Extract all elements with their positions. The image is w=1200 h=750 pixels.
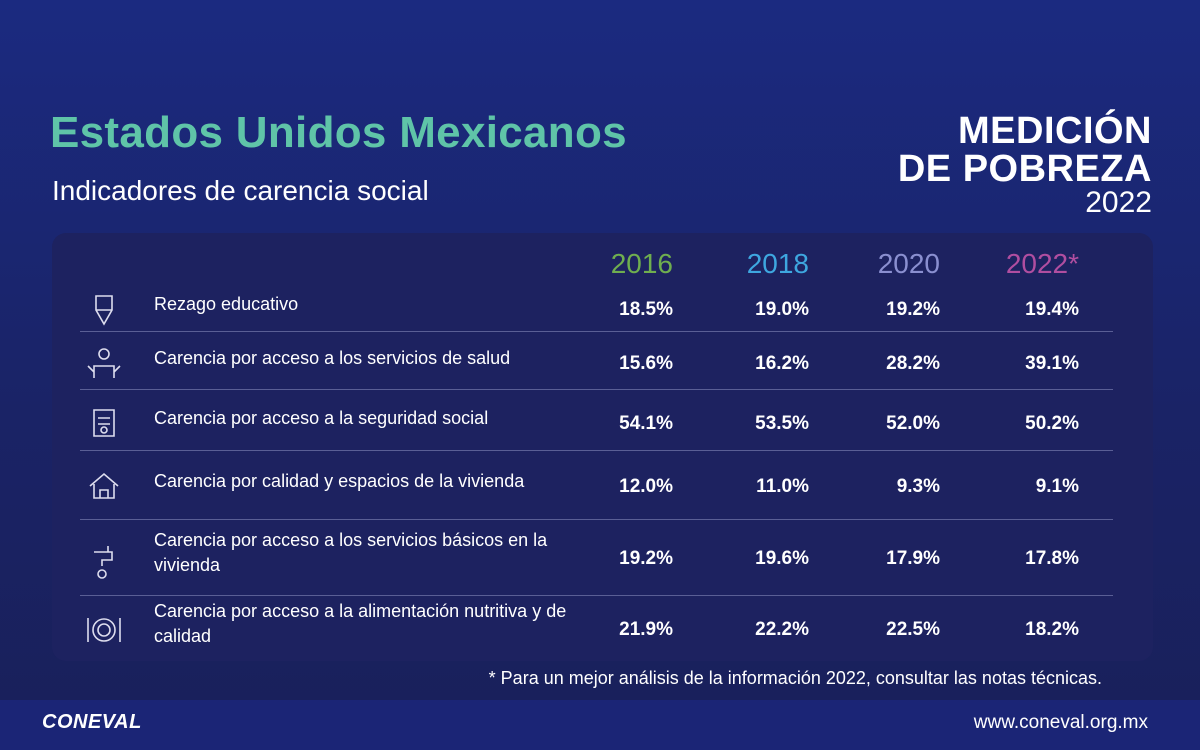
cell-value: 17.8% <box>1025 548 1079 569</box>
column-header: 2018 <box>746 248 809 279</box>
cell-value: 18.2% <box>1025 619 1079 640</box>
column-header: 2016 <box>610 248 673 279</box>
cell-value: 50.2% <box>1025 413 1079 434</box>
column-header: 2020 <box>877 248 940 279</box>
logo: MEDICIÓN DE POBREZA 2022 <box>898 112 1152 218</box>
column-header: 2022* <box>1005 248 1079 279</box>
icon-education <box>95 295 113 326</box>
row-separator <box>80 331 1113 332</box>
brand: CONEVAL <box>42 711 142 733</box>
cell-value: 28.2% <box>886 353 940 374</box>
cell-value: 11.0% <box>756 476 809 497</box>
cell-value: 19.0% <box>755 299 809 320</box>
cell-value: 19.2% <box>886 299 940 320</box>
cell-value: 15.6% <box>619 353 673 374</box>
logo-line: 2022 <box>1085 186 1152 219</box>
row-separator <box>80 595 1113 596</box>
icon-security <box>93 409 115 437</box>
cell-value: 53.5% <box>755 413 809 434</box>
row-separator <box>80 450 1113 451</box>
cell-value: 19.2% <box>619 548 673 569</box>
icon-food <box>87 618 121 642</box>
row-label: Carencia por acceso a la alimentación nu… <box>154 601 567 646</box>
cell-value: 17.9% <box>886 548 940 569</box>
table-panel <box>52 233 1153 661</box>
icon-services <box>94 546 113 579</box>
cell-value: 39.1% <box>1025 353 1079 374</box>
logo-line: MEDICIÓN <box>958 110 1152 152</box>
cell-value: 18.5% <box>619 299 673 320</box>
icon-health <box>87 348 121 378</box>
cell-value: 12.0% <box>619 476 673 497</box>
url[interactable]: www.coneval.org.mx <box>973 712 1148 733</box>
row-label: Rezago educativo <box>154 293 299 314</box>
subtitle: Indicadores de carencia social <box>52 175 429 206</box>
row-separator <box>80 389 1113 390</box>
cell-value: 22.2% <box>755 619 809 640</box>
row-label: Carencia por acceso a los servicios de s… <box>154 347 511 368</box>
cell-value: 54.1% <box>619 413 673 434</box>
cell-value: 19.6% <box>755 548 809 569</box>
cell-value: 21.9% <box>619 619 673 640</box>
title: Estados Unidos Mexicanos <box>50 108 627 157</box>
logo-line: DE POBREZA <box>897 148 1152 190</box>
cell-value: 52.0% <box>886 413 940 434</box>
cell-value: 9.3% <box>896 476 940 497</box>
row-separator <box>80 519 1113 520</box>
cell-value: 9.1% <box>1035 476 1079 497</box>
footer-bar <box>0 700 1200 750</box>
row-label: Carencia por acceso a los servicios bási… <box>154 530 548 575</box>
cell-value: 22.5% <box>886 619 940 640</box>
footnote: * Para un mejor análisis de la informaci… <box>488 668 1102 688</box>
cell-value: 16.2% <box>755 353 809 374</box>
row-label: Carencia por calidad y espacios de la vi… <box>154 470 525 491</box>
icon-housing <box>89 472 119 499</box>
row-label: Carencia por acceso a la seguridad socia… <box>154 407 489 428</box>
cell-value: 19.4% <box>1025 299 1079 320</box>
